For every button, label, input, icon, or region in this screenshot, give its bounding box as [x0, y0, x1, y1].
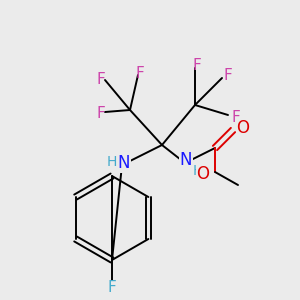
Text: F: F	[193, 58, 201, 74]
Text: F: F	[108, 280, 116, 296]
Text: O: O	[236, 119, 250, 137]
Text: F: F	[136, 65, 144, 80]
Text: O: O	[196, 165, 209, 183]
Text: F: F	[97, 73, 105, 88]
Text: F: F	[97, 106, 105, 122]
Text: F: F	[224, 68, 232, 83]
Text: F: F	[232, 110, 240, 124]
Text: N: N	[118, 154, 130, 172]
Text: H: H	[107, 155, 117, 169]
Text: H: H	[193, 164, 203, 178]
Text: N: N	[180, 151, 192, 169]
